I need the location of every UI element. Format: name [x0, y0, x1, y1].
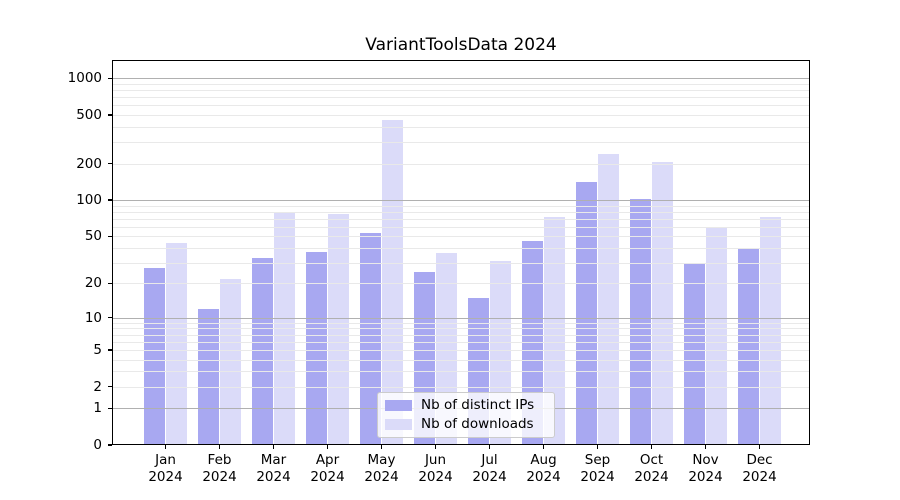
y-tick-label: 1000	[67, 70, 102, 87]
y-tick-label: 200	[76, 155, 102, 172]
bar-downloads-mar	[273, 212, 296, 445]
x-tick-mark	[434, 445, 437, 449]
x-tick-mark	[272, 445, 275, 449]
legend-item-distinct-ips: Nb of distinct IPs	[385, 398, 547, 413]
bar-distinct-ips-nov	[683, 264, 706, 445]
bar-downloads-feb	[219, 278, 242, 445]
x-tick-label-feb: Feb 2024	[202, 452, 237, 485]
x-tick-mark	[758, 445, 761, 449]
y-tick-mark	[108, 282, 112, 285]
x-tick-label-mar: Mar 2024	[256, 452, 291, 485]
bars-layer	[112, 60, 810, 445]
y-tick-label: 500	[76, 107, 102, 124]
plot-area: Nb of distinct IPs Nb of downloads	[112, 60, 810, 445]
y-tick-mark	[108, 317, 112, 319]
chart-title: VariantToolsData 2024	[365, 35, 557, 55]
x-tick-mark	[542, 445, 545, 449]
x-tick-mark	[488, 445, 491, 449]
bar-downloads-may	[381, 120, 404, 445]
bar-downloads-jan	[165, 242, 188, 445]
bar-distinct-ips-jan	[143, 268, 166, 445]
x-tick-label-jun: Jun 2024	[418, 452, 453, 485]
legend-label-distinct-ips: Nb of distinct IPs	[421, 397, 535, 414]
x-tick-mark	[164, 445, 167, 449]
y-tick-label: 0	[93, 437, 102, 453]
bar-downloads-aug	[543, 217, 566, 445]
y-tick-label: 1	[93, 400, 102, 417]
y-tick-mark	[108, 407, 112, 409]
x-tick-mark	[218, 445, 221, 449]
x-tick-mark	[380, 445, 383, 449]
y-tick-label: 20	[84, 275, 102, 292]
y-tick-label: 100	[76, 192, 102, 209]
bar-downloads-nov	[705, 227, 728, 445]
x-tick-label-sep: Sep 2024	[580, 452, 615, 485]
y-tick-mark	[108, 162, 112, 165]
x-tick-label-apr: Apr 2024	[310, 452, 345, 485]
x-tick-label-dec: Dec 2024	[742, 452, 777, 485]
x-tick-mark	[704, 445, 707, 449]
y-tick-mark	[108, 444, 112, 446]
bar-distinct-ips-may	[359, 233, 382, 445]
x-tick-label-aug: Aug 2024	[526, 452, 561, 485]
bar-downloads-oct	[651, 161, 674, 445]
x-tick-label-may: May 2024	[364, 452, 399, 485]
x-tick-label-jul: Jul 2024	[472, 452, 507, 485]
bar-downloads-sep	[597, 153, 620, 445]
y-tick-mark	[108, 199, 112, 201]
legend-swatch-downloads	[385, 418, 412, 430]
x-tick-mark	[326, 445, 329, 449]
bar-distinct-ips-oct	[629, 198, 652, 445]
y-tick-label: 5	[93, 341, 102, 358]
bar-distinct-ips-apr	[305, 251, 328, 445]
y-tick-mark	[108, 114, 112, 116]
x-tick-label-jan: Jan 2024	[148, 452, 183, 485]
y-tick-mark	[108, 385, 112, 388]
y-tick-label: 10	[84, 309, 102, 326]
bar-distinct-ips-mar	[251, 257, 274, 445]
x-tick-label-nov: Nov 2024	[688, 452, 723, 485]
bar-downloads-dec	[759, 216, 782, 445]
y-tick-mark	[108, 77, 112, 80]
legend-label-downloads: Nb of downloads	[421, 415, 534, 432]
y-tick-label: 50	[84, 228, 102, 245]
x-tick-mark	[596, 445, 599, 449]
bar-distinct-ips-sep	[575, 182, 598, 445]
y-tick-mark	[108, 349, 112, 351]
x-tick-mark	[650, 445, 653, 449]
y-tick-mark	[108, 235, 112, 238]
legend-item-downloads: Nb of downloads	[385, 415, 547, 432]
legend-swatch-distinct-ips	[385, 400, 412, 412]
x-tick-label-oct: Oct 2024	[634, 452, 669, 485]
y-tick-label: 2	[93, 378, 102, 395]
bar-distinct-ips-feb	[197, 308, 220, 445]
legend: Nb of distinct IPs Nb of downloads	[377, 392, 555, 438]
bar-downloads-apr	[327, 213, 350, 445]
bar-distinct-ips-dec	[737, 247, 760, 445]
